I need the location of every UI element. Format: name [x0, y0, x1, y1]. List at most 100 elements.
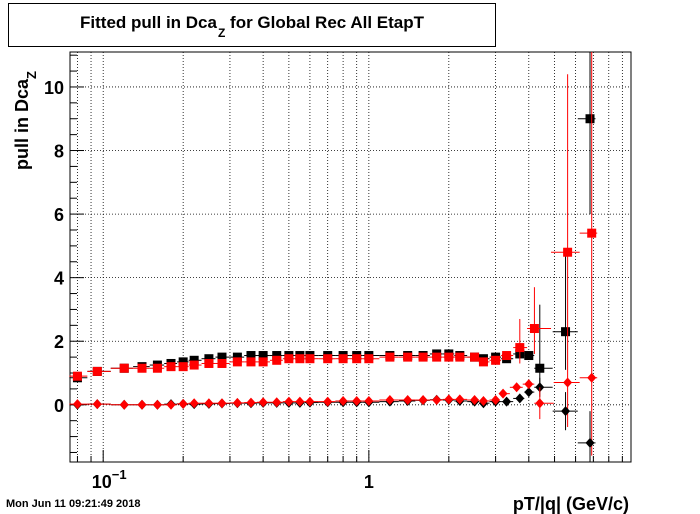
data-point-diamond [295, 396, 305, 407]
data-point-square [189, 360, 199, 370]
data-point-square [323, 354, 333, 364]
y-axis-label-main: pull in Dca [12, 78, 32, 170]
data-point-square [338, 354, 348, 364]
data-point-square [444, 352, 454, 362]
data-point-diamond [498, 388, 508, 399]
data-point-square [204, 354, 214, 364]
chart-title-main: Fitted pull in Dca [80, 13, 217, 32]
data-point-square [217, 352, 227, 362]
data-point-square [403, 352, 413, 362]
data-point-square [524, 351, 534, 361]
data-point-square [491, 355, 501, 365]
data-point-diamond [305, 396, 315, 407]
data-point-square [284, 354, 294, 364]
data-point-diamond [352, 395, 362, 406]
timestamp: Mon Jun 11 09:21:49 2018 [6, 498, 141, 510]
data-point-diamond [152, 399, 162, 410]
data-point-diamond [258, 397, 268, 408]
data-point-square [258, 357, 268, 367]
data-point-square [432, 352, 442, 362]
data-point-square [385, 352, 395, 362]
data-point-diamond [232, 397, 242, 408]
data-point-square [585, 114, 595, 124]
data-point-diamond [137, 399, 147, 410]
data-point-square [232, 352, 242, 362]
data-point-diamond [561, 406, 571, 417]
data-point-diamond [535, 398, 545, 409]
data-point-diamond [587, 372, 597, 383]
y-tick-label: 6 [54, 205, 64, 225]
data-point-square [529, 324, 539, 334]
data-point-diamond [323, 396, 333, 407]
data-point-diamond [524, 379, 534, 390]
plot-frame [69, 51, 632, 463]
data-point-square [272, 351, 282, 361]
data-point-square [470, 352, 480, 362]
data-point-square [204, 358, 214, 368]
data-point-square [364, 354, 374, 364]
data-point-diamond [418, 395, 428, 406]
data-point-diamond [189, 398, 199, 409]
data-point-diamond [444, 394, 454, 405]
data-point-square [478, 357, 488, 367]
data-point-square [189, 355, 199, 365]
data-point-square [119, 363, 129, 373]
x-tick-label-exponent: −1 [112, 467, 127, 482]
data-point-diamond [119, 399, 129, 410]
data-point-diamond [515, 393, 525, 404]
data-point-square [502, 351, 512, 361]
chart-title-box: Fitted pull in DcaZ for Global Rec All E… [8, 3, 496, 47]
grid-lines [70, 52, 631, 462]
data-point-square [515, 343, 525, 353]
data-point-diamond [470, 395, 480, 406]
x-tick-label-base: 1 [364, 472, 374, 492]
data-point-square [137, 363, 147, 373]
x-axis-label: pT/|q| (GeV/c) [513, 494, 629, 514]
data-point-diamond [455, 394, 465, 405]
data-point-diamond [478, 395, 488, 406]
data-point-diamond [364, 395, 374, 406]
data-point-square [72, 371, 82, 381]
data-point-diamond [502, 396, 512, 407]
data-point-square [561, 327, 571, 337]
data-point-diamond [246, 397, 256, 408]
data-point-square [178, 357, 188, 367]
chart-title: Fitted pull in DcaZ for Global Rec All E… [9, 13, 495, 40]
data-point-diamond [272, 397, 282, 408]
data-point-diamond [585, 437, 595, 448]
data-point-square [352, 354, 362, 364]
data-point-diamond [166, 399, 176, 410]
data-point-square [92, 366, 102, 376]
x-tick-label: 10−1 [92, 467, 127, 492]
data-point-diamond [178, 398, 188, 409]
data-point-square [455, 352, 465, 362]
y-tick-label: 10 [44, 78, 64, 98]
y-tick-label: 4 [54, 269, 64, 289]
data-point-square [166, 362, 176, 372]
data-point-square [535, 363, 545, 373]
x-tick-label-base: 10 [92, 472, 112, 492]
data-point-diamond [563, 377, 573, 388]
data-point-square [258, 351, 268, 361]
y-tick-label: 2 [54, 332, 64, 352]
data-point-diamond [512, 382, 522, 393]
data-point-square [272, 355, 282, 365]
data-point-diamond [92, 399, 102, 410]
data-point-square [295, 354, 305, 364]
series-3 [69, 372, 598, 420]
x-tick-label: 1 [364, 472, 374, 492]
data-point-square [563, 247, 573, 257]
data-point-square [232, 357, 242, 367]
series-1 [69, 52, 598, 456]
data-point-square [152, 363, 162, 373]
data-point-diamond [338, 395, 348, 406]
data-point-square [305, 354, 315, 364]
data-point-diamond [432, 395, 442, 406]
data-point-diamond [72, 399, 82, 410]
y-tick-label: 8 [54, 142, 64, 162]
data-point-diamond [403, 395, 413, 406]
y-axis-label: pull in DcaZ [12, 71, 39, 170]
data-point-diamond [385, 395, 395, 406]
chart-title-subscript: Z [217, 26, 226, 40]
